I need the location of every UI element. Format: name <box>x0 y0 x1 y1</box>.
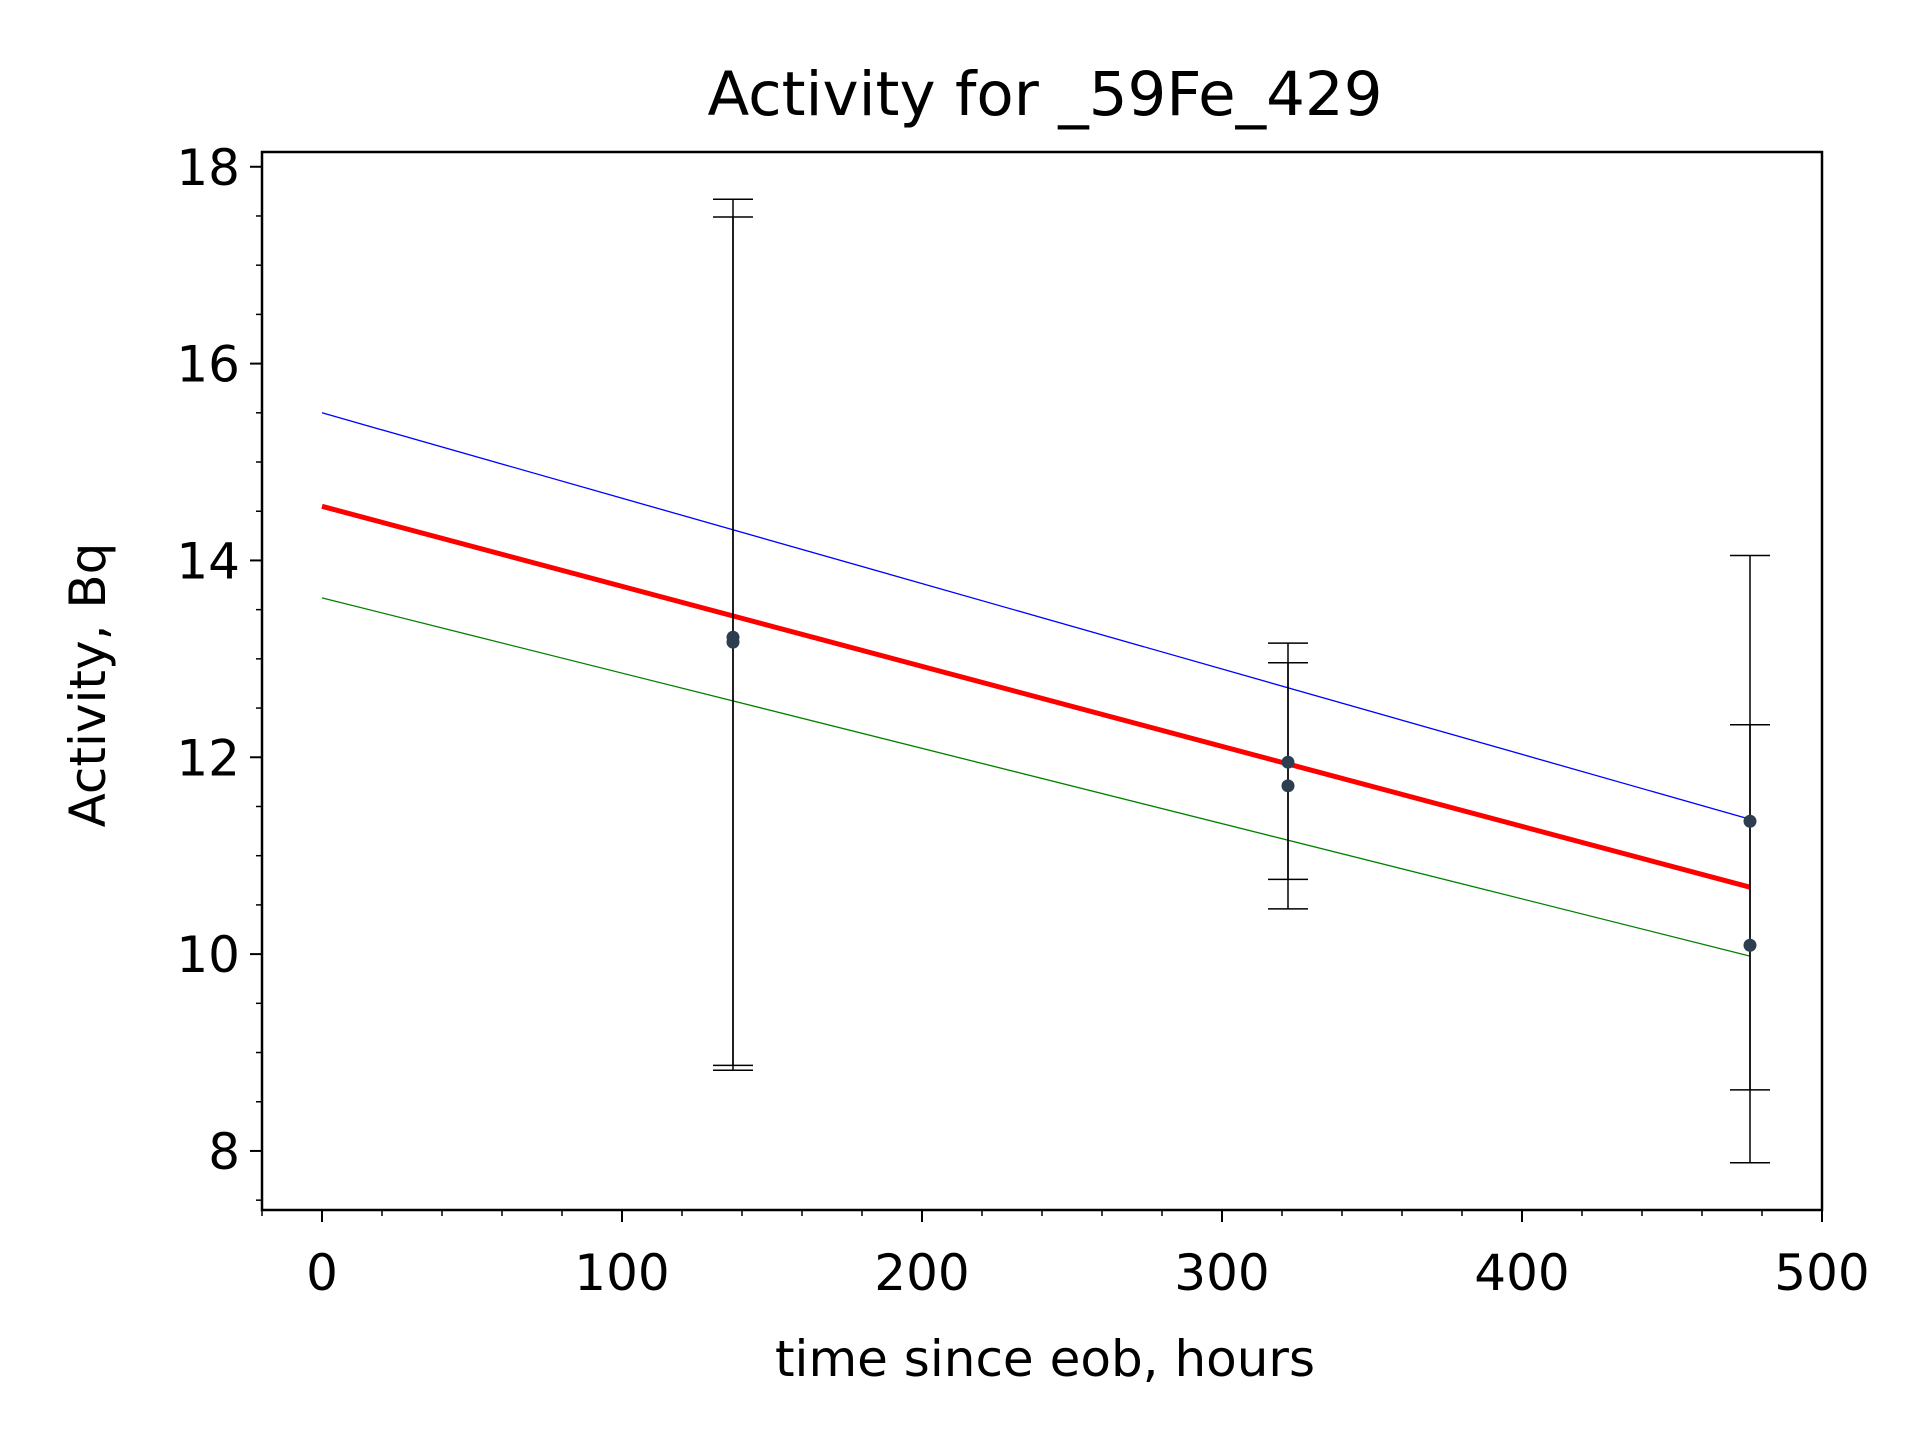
y-axis-label: Activity, Bq <box>59 543 117 828</box>
plot-frame <box>260 150 1824 1212</box>
data-point <box>1281 755 1295 769</box>
data-point <box>1281 779 1295 793</box>
x-tick-label: 300 <box>1174 1244 1269 1302</box>
data-point <box>1743 814 1757 828</box>
chart-title: Activity for _59Fe_429 <box>707 59 1382 130</box>
y-tick-label: 10 <box>176 926 240 984</box>
series-line-fit <box>321 503 1751 890</box>
y-tick-label: 12 <box>176 729 240 787</box>
y-tick-label: 14 <box>176 532 240 590</box>
series-line-upper <box>321 412 1751 820</box>
plot-area: 0 100 200 300 400 500 8 10 12 14 16 18 <box>176 139 1869 1302</box>
y-tick-label: 16 <box>176 336 240 394</box>
series-line-lower <box>321 597 1751 957</box>
data-point <box>1743 938 1757 952</box>
y-tick-label: 8 <box>208 1123 240 1181</box>
x-tick-label: 0 <box>306 1244 338 1302</box>
x-tick-label: 400 <box>1474 1244 1569 1302</box>
x-tick-label: 500 <box>1774 1244 1869 1302</box>
data-point <box>726 635 740 649</box>
x-tick-label: 100 <box>574 1244 669 1302</box>
y-tick-label: 18 <box>176 139 240 197</box>
x-axis-label: time since eob, hours <box>775 1330 1315 1388</box>
x-tick-label: 200 <box>874 1244 969 1302</box>
